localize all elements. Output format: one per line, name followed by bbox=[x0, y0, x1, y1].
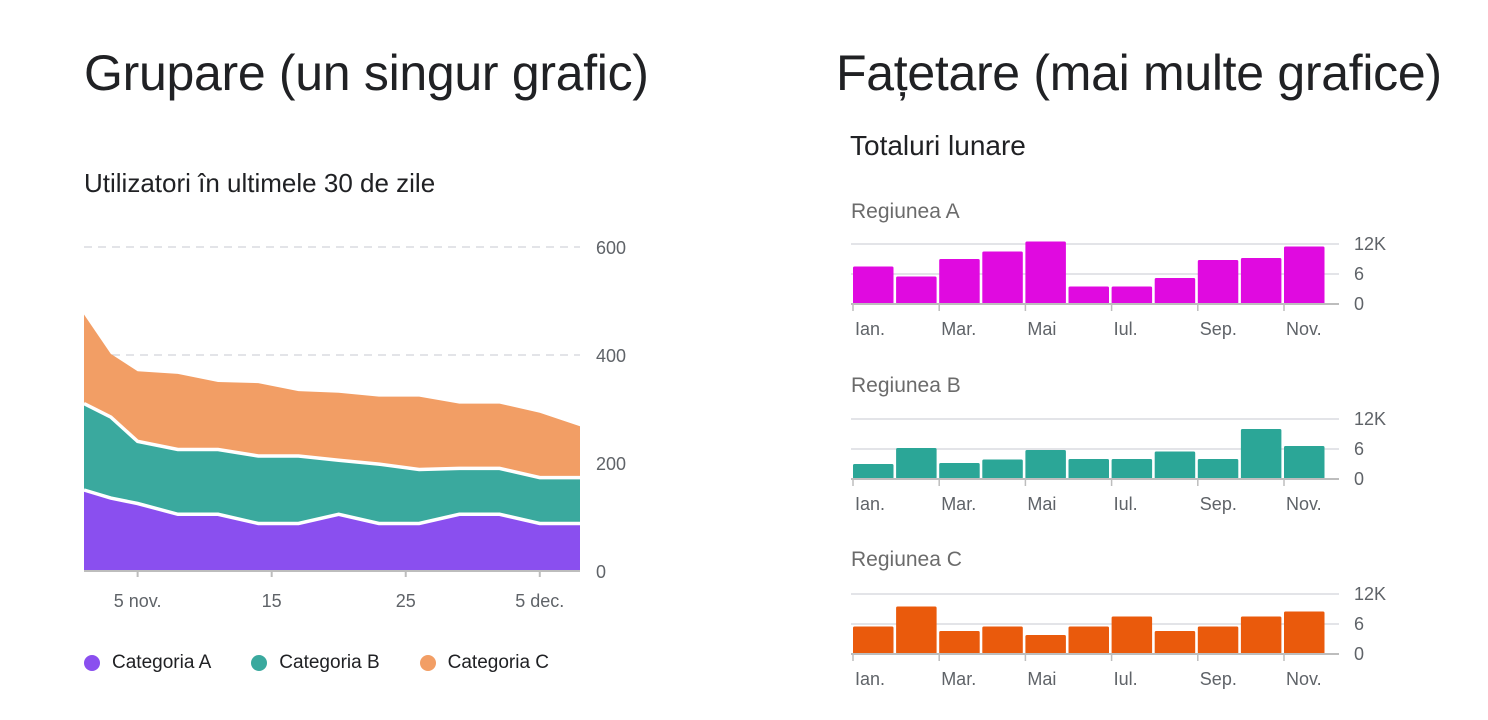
bar-region-2 bbox=[982, 459, 1023, 479]
faceted-chart-title: Totaluri lunare bbox=[850, 130, 1026, 161]
bar-region-3 bbox=[1068, 626, 1109, 654]
facet-x-tick-label: Mar. bbox=[941, 669, 976, 689]
bar-region-2 bbox=[1240, 429, 1282, 479]
facet-label-region-2: Regiunea B bbox=[851, 374, 961, 397]
facet-x-tick-label: Ian. bbox=[855, 319, 885, 339]
bar-region-1 bbox=[1068, 286, 1109, 304]
bar-region-2 bbox=[1111, 459, 1153, 479]
area-series-1 bbox=[84, 490, 580, 571]
legend-swatch-b bbox=[251, 655, 268, 671]
facet-label-region-1: Regiunea A bbox=[851, 200, 960, 223]
area-series-2 bbox=[84, 403, 580, 524]
bar-region-1 bbox=[1197, 260, 1239, 304]
bar-region-3 bbox=[939, 631, 980, 654]
bar-region-2 bbox=[939, 463, 980, 479]
bar-region-1 bbox=[1284, 246, 1325, 304]
bar-region-2 bbox=[1197, 459, 1239, 479]
legend-swatch-a bbox=[84, 655, 100, 671]
facet-x-tick-label: Sep. bbox=[1200, 669, 1237, 689]
legend-item-categoria-b[interactable]: Categoria B bbox=[251, 652, 380, 674]
facet-x-tick-label: Sep. bbox=[1200, 319, 1237, 339]
facet-y-tick-label: 6 bbox=[1354, 614, 1364, 634]
facet-x-tick-label: Ian. bbox=[855, 494, 885, 514]
legend-item-categoria-a[interactable]: Categoria A bbox=[84, 652, 211, 674]
facet-x-tick-label: Iul. bbox=[1114, 319, 1138, 339]
bar-region-3 bbox=[1284, 611, 1325, 654]
bar-region-1 bbox=[1240, 258, 1282, 304]
area-series-3 bbox=[84, 314, 580, 478]
bar-region-1 bbox=[1111, 286, 1153, 304]
bar-region-3 bbox=[982, 626, 1023, 654]
bar-region-3 bbox=[896, 606, 937, 654]
area-boundary-line bbox=[83, 402, 580, 480]
bar-region-1 bbox=[853, 266, 894, 304]
facet-x-tick-label: Mai bbox=[1027, 669, 1056, 689]
bar-region-1 bbox=[1025, 241, 1066, 304]
bar-region-2 bbox=[1284, 446, 1325, 479]
facet-y-tick-label: 0 bbox=[1354, 294, 1364, 314]
y-tick-label: 200 bbox=[596, 454, 626, 474]
x-tick-label: 5 nov. bbox=[114, 591, 162, 611]
bar-region-2 bbox=[853, 464, 894, 479]
facet-y-tick-label: 0 bbox=[1354, 644, 1364, 664]
grouping-heading: Grupare (un singur grafic) bbox=[84, 45, 649, 101]
facet-y-tick-label: 12K bbox=[1354, 234, 1386, 254]
legend-label-b: Categoria B bbox=[279, 652, 380, 673]
bar-region-3 bbox=[1240, 616, 1282, 654]
legend-item-categoria-c[interactable]: Categoria C bbox=[419, 652, 550, 674]
legend-swatch-c bbox=[419, 655, 436, 671]
faceting-heading: Fațetare (mai multe grafice) bbox=[836, 45, 1442, 101]
facet-x-tick-label: Mar. bbox=[941, 494, 976, 514]
bar-region-3 bbox=[1154, 631, 1196, 654]
facet-x-tick-label: Nov. bbox=[1286, 494, 1322, 514]
facet-y-tick-label: 12K bbox=[1354, 409, 1386, 429]
legend-label-a: Categoria A bbox=[112, 652, 212, 673]
bar-region-2 bbox=[896, 448, 937, 479]
facet-x-tick-label: Nov. bbox=[1286, 669, 1322, 689]
bar-region-1 bbox=[1154, 278, 1196, 304]
y-tick-label: 400 bbox=[596, 346, 626, 366]
area-chart-title: Utilizatori în ultimele 30 de zile bbox=[84, 168, 436, 198]
facet-y-tick-label: 0 bbox=[1354, 469, 1364, 489]
facet-x-tick-label: Iul. bbox=[1114, 494, 1138, 514]
facet-y-tick-label: 6 bbox=[1354, 264, 1364, 284]
bar-region-2 bbox=[1068, 459, 1109, 479]
area-chart-legend: Categoria A Categoria B Categoria C bbox=[84, 652, 549, 674]
bar-region-2 bbox=[1025, 450, 1066, 479]
x-tick-label: 25 bbox=[396, 591, 416, 611]
bar-region-3 bbox=[853, 626, 894, 654]
facet-x-tick-label: Mai bbox=[1027, 319, 1056, 339]
y-tick-label: 600 bbox=[596, 238, 626, 258]
bar-region-3 bbox=[1197, 626, 1239, 654]
area-boundary-line bbox=[83, 488, 580, 526]
legend-label-c: Categoria C bbox=[447, 652, 550, 673]
bar-region-1 bbox=[939, 259, 980, 304]
bar-region-1 bbox=[896, 276, 937, 304]
facet-y-tick-label: 12K bbox=[1354, 584, 1386, 604]
bar-region-3 bbox=[1025, 635, 1066, 654]
facet-x-tick-label: Ian. bbox=[855, 669, 885, 689]
facet-x-tick-label: Sep. bbox=[1200, 494, 1237, 514]
facet-x-tick-label: Iul. bbox=[1114, 669, 1138, 689]
x-tick-label: 15 bbox=[262, 591, 282, 611]
facet-label-region-3: Regiunea C bbox=[851, 548, 962, 571]
y-tick-label: 0 bbox=[596, 562, 606, 582]
bar-region-1 bbox=[982, 251, 1023, 304]
bar-region-3 bbox=[1111, 616, 1153, 654]
facet-x-tick-label: Mai bbox=[1027, 494, 1056, 514]
facet-x-tick-label: Nov. bbox=[1286, 319, 1322, 339]
bar-region-2 bbox=[1154, 451, 1196, 479]
facet-x-tick-label: Mar. bbox=[941, 319, 976, 339]
facet-y-tick-label: 6 bbox=[1354, 439, 1364, 459]
x-tick-label: 5 dec. bbox=[515, 591, 564, 611]
